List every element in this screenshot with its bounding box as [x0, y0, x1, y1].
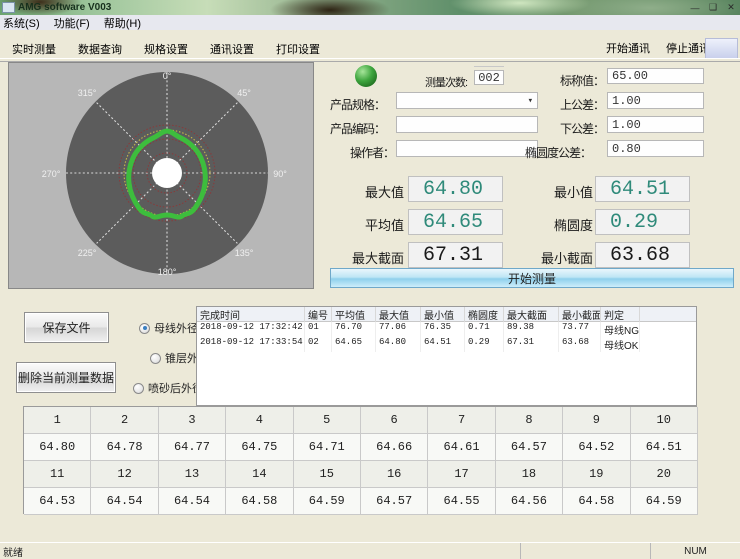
- svg-text:0°: 0°: [163, 71, 172, 81]
- svg-text:90°: 90°: [273, 169, 287, 179]
- svg-text:270°: 270°: [42, 169, 61, 179]
- svg-text:180°: 180°: [158, 267, 177, 277]
- svg-text:225°: 225°: [78, 248, 97, 258]
- svg-text:45°: 45°: [237, 88, 251, 98]
- svg-text:135°: 135°: [235, 248, 254, 258]
- svg-text:315°: 315°: [78, 88, 97, 98]
